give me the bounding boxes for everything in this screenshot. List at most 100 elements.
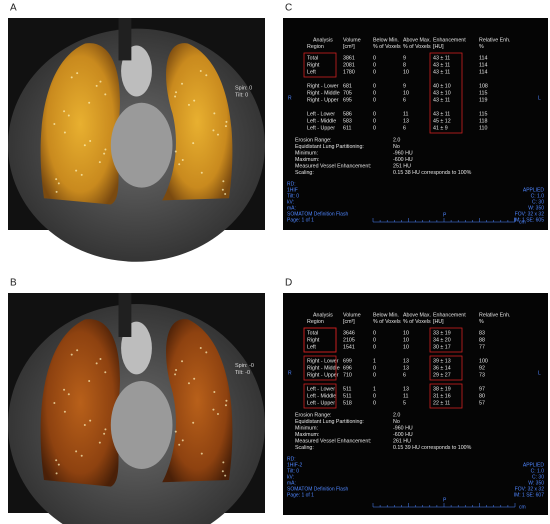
vessel-dot [221, 470, 224, 473]
cell-value: 114 [479, 62, 487, 68]
cell-value: 29 ± 27 [433, 372, 451, 378]
region-name: Left - Lower [307, 111, 335, 117]
cell-value: 80 [479, 393, 485, 399]
region-name: Right [307, 62, 320, 68]
panel-label: B [10, 278, 17, 289]
scan-info: 1HIF-2 [287, 462, 303, 468]
vessel-dot [75, 169, 78, 172]
cell-value: 43 ± 10 [433, 90, 451, 96]
ruler-unit: cm [519, 504, 526, 510]
parameter-name: Measured Vessel Enhancement: [295, 163, 371, 169]
right-lung [40, 319, 120, 487]
cell-value: 0 [373, 344, 376, 350]
cell-value: 2081 [343, 62, 355, 68]
vessel-dot [55, 459, 58, 462]
column-header: Volume [343, 37, 361, 43]
left-lung [162, 43, 233, 201]
region-name: Right - Middle [307, 365, 340, 371]
scan-info: RD: [287, 456, 296, 462]
parameter-value: -960 HU [393, 425, 413, 431]
cell-value: 36 ± 14 [433, 365, 451, 371]
vessel-dot [98, 441, 101, 444]
cell-value: 77 [479, 344, 485, 350]
parameter-name: Scaling: [295, 170, 314, 176]
highlight-box [303, 52, 337, 78]
cell-value: 13 [403, 365, 409, 371]
vessel-dot [193, 377, 196, 380]
trachea [118, 293, 132, 337]
vessel-dot [200, 171, 203, 174]
vessel-dot [63, 131, 66, 134]
region-name: Left - Upper [307, 400, 335, 406]
region-name: Left - Lower [307, 386, 335, 392]
column-header: % of Voxels [403, 319, 431, 325]
vessel-dot [95, 84, 98, 87]
cell-value: 511 [343, 386, 351, 392]
cell-value: 8 [403, 62, 406, 68]
cell-value: 2105 [343, 337, 355, 343]
cell-value: 97 [479, 386, 485, 392]
vessel-dot [175, 91, 178, 94]
cell-value: 0 [373, 111, 376, 117]
column-header: Analysis [313, 312, 333, 318]
vessel-dot [53, 402, 56, 404]
display-info: APPLIED [523, 187, 545, 193]
parameter-value: No [393, 144, 400, 150]
parameter-name: Minimum: [295, 425, 318, 431]
vessel-dot [80, 173, 83, 176]
vessel-dot [193, 99, 196, 102]
vessel-dot [63, 388, 66, 391]
cell-value: 0 [373, 330, 376, 336]
vessel-dot [57, 463, 60, 466]
cell-value: 92 [479, 365, 485, 371]
vessel-dot [222, 461, 225, 464]
ruler-unit: cm [519, 219, 526, 225]
display-info: FOV: 32 x 32 [515, 486, 544, 492]
highlight-box [303, 383, 337, 409]
tilt-label: Tilt: -0 [235, 370, 250, 376]
left-lung [162, 319, 233, 483]
cell-value: 0 [373, 97, 376, 103]
vessel-dot [76, 349, 79, 352]
cell-value: 43 ± 11 [433, 97, 450, 103]
region-name: Right - Middle [307, 90, 340, 96]
cell-value: 695 [343, 97, 352, 103]
vessel-dot [224, 192, 227, 195]
parameter-name: Maximum: [295, 432, 319, 438]
cell-value: 0 [373, 400, 376, 406]
cell-value: 22 ± 11 [433, 400, 450, 406]
cell-value: 34 ± 20 [433, 337, 451, 343]
vessel-dot [88, 380, 91, 382]
region-name: Left - Middle [307, 118, 336, 124]
vessel-dot [205, 74, 208, 77]
vessel-dot [89, 139, 92, 142]
cell-value: 30 ± 17 [433, 344, 451, 350]
scan-info: mA: [287, 205, 296, 211]
cell-value: 586 [343, 111, 352, 117]
vessel-dot [174, 373, 177, 376]
heart [110, 102, 173, 188]
cell-value: 511 [343, 393, 351, 399]
vessel-dot [99, 358, 102, 360]
column-header: % [479, 319, 484, 325]
vessel-dot [67, 114, 70, 117]
cell-value: 583 [343, 118, 352, 124]
cell-value: 119 [479, 97, 487, 103]
cell-value: 110 [479, 125, 487, 131]
vessel-dot [63, 410, 66, 413]
parameter-value: No [393, 419, 400, 425]
scan-info: Tilt: 0 [287, 468, 299, 474]
region-name: Left - Upper [307, 125, 335, 131]
vessel-dot [76, 72, 79, 75]
vessel-dot [212, 129, 215, 132]
highlight-box [303, 327, 337, 353]
vessel-dot [187, 103, 190, 106]
vessel-dot [83, 144, 86, 147]
parameter-name: Equidistant Lung Partitioning: [295, 419, 364, 425]
region-name: Right - Upper [307, 97, 339, 103]
column-header: % of Voxels [403, 44, 431, 50]
vessel-dot [98, 161, 101, 164]
vessel-dot [57, 182, 60, 185]
